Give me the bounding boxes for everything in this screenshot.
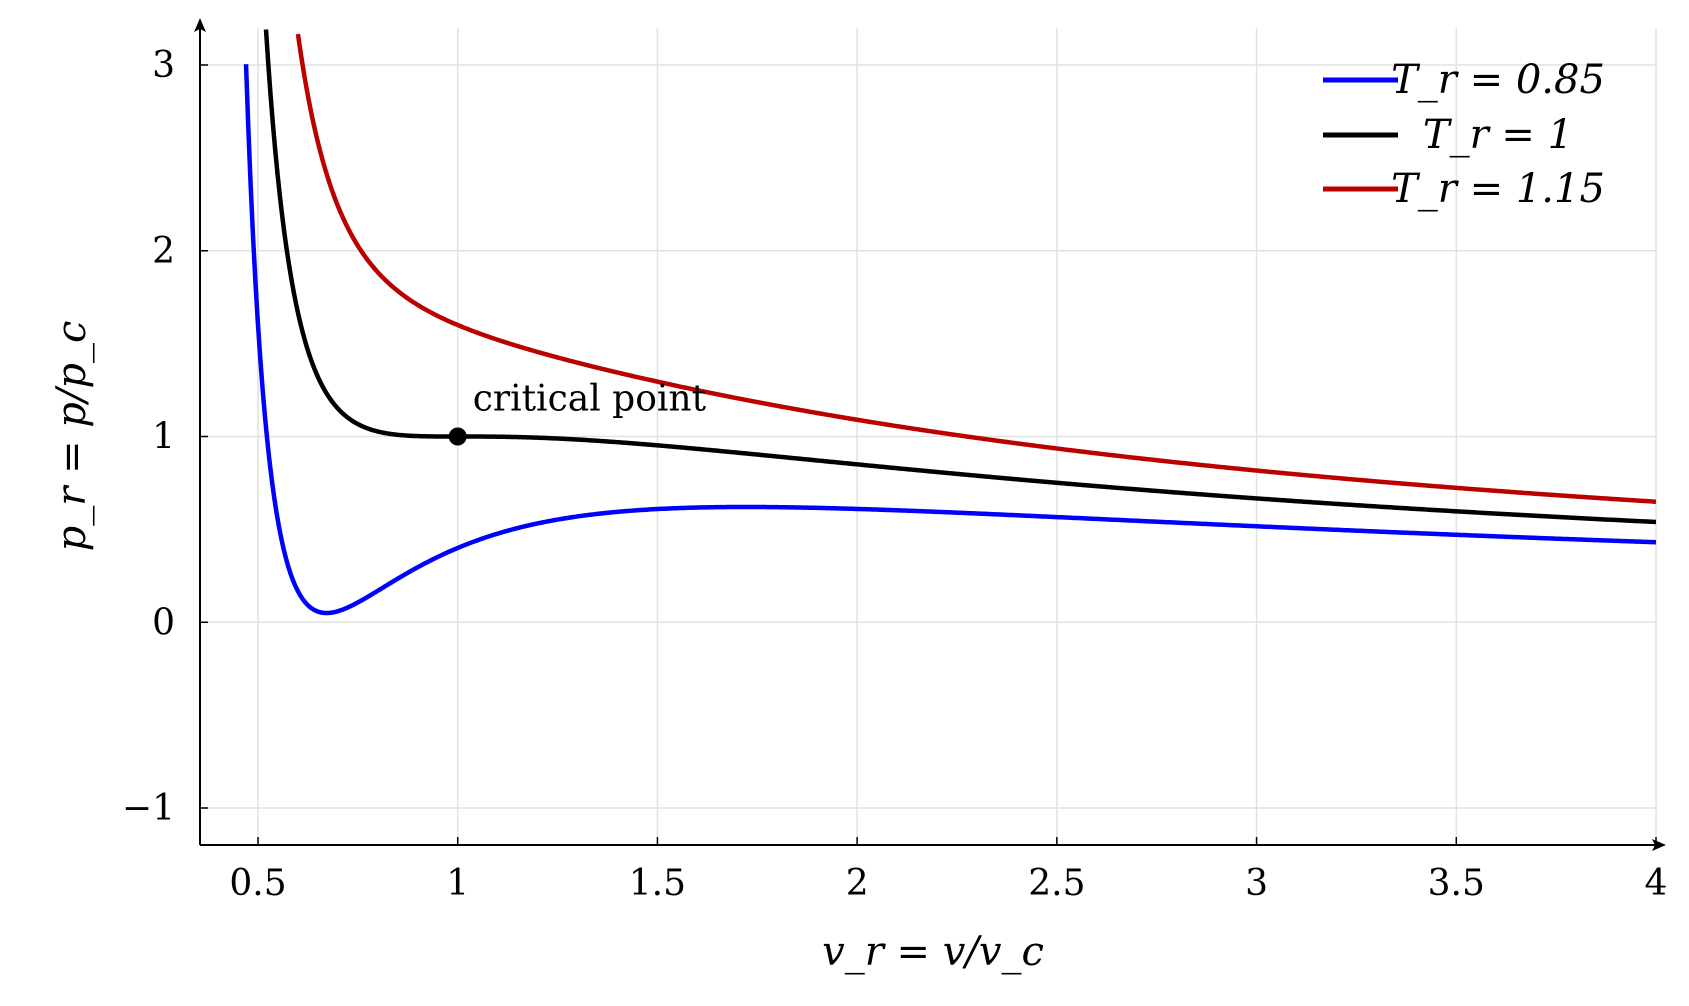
x-tick-label: 1	[446, 863, 469, 904]
axes	[194, 18, 1666, 851]
annotations: critical point	[448, 379, 707, 446]
series-line-2	[263, 29, 1656, 525]
legend: T_r = 0.85 T_r = 1 T_r = 1.15	[1323, 57, 1605, 212]
series-line-3	[295, 33, 1656, 504]
curves	[243, 29, 1656, 616]
y-tick-label: 3	[152, 45, 175, 86]
legend-label-3: T_r = 1.15	[1391, 166, 1605, 212]
ticks: 0.5 1 1.5 2 2.5 3 3.5 4 −1 0 1 2 3 v_r = v/v_c p_r = p…	[49, 45, 1667, 975]
y-tick-label: 1	[152, 417, 175, 458]
y-axis-label: p_r = p/p_c	[49, 321, 95, 552]
x-tick-label: 1.5	[629, 863, 686, 904]
y-tick-label: 0	[152, 602, 175, 643]
x-tick-label: 2.5	[1028, 863, 1085, 904]
x-tick-label: 4	[1645, 863, 1668, 904]
x-tick-label: 3	[1245, 863, 1268, 904]
y-tick-label: −1	[122, 788, 175, 829]
x-tick-label: 0.5	[229, 863, 286, 904]
y-tick-label: 2	[152, 231, 175, 272]
critical-point-label: critical point	[473, 379, 707, 420]
legend-label-2: T_r = 1	[1423, 112, 1573, 158]
series-line-1	[243, 64, 1656, 616]
critical-point-marker	[448, 427, 467, 446]
y-axis-arrow	[194, 18, 206, 32]
x-axis-label: v_r = v/v_c	[822, 929, 1044, 975]
x-tick-label: 2	[846, 863, 869, 904]
x-tick-label: 3.5	[1428, 863, 1485, 904]
legend-label-1: T_r = 0.85	[1391, 57, 1605, 103]
